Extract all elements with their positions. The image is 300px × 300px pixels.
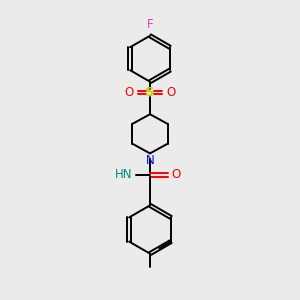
Text: N: N <box>146 154 154 167</box>
Text: S: S <box>145 86 155 99</box>
Text: O: O <box>124 86 133 99</box>
Text: O: O <box>171 168 181 181</box>
Text: F: F <box>147 18 153 31</box>
Text: O: O <box>167 86 176 99</box>
Text: HN: HN <box>115 168 132 181</box>
